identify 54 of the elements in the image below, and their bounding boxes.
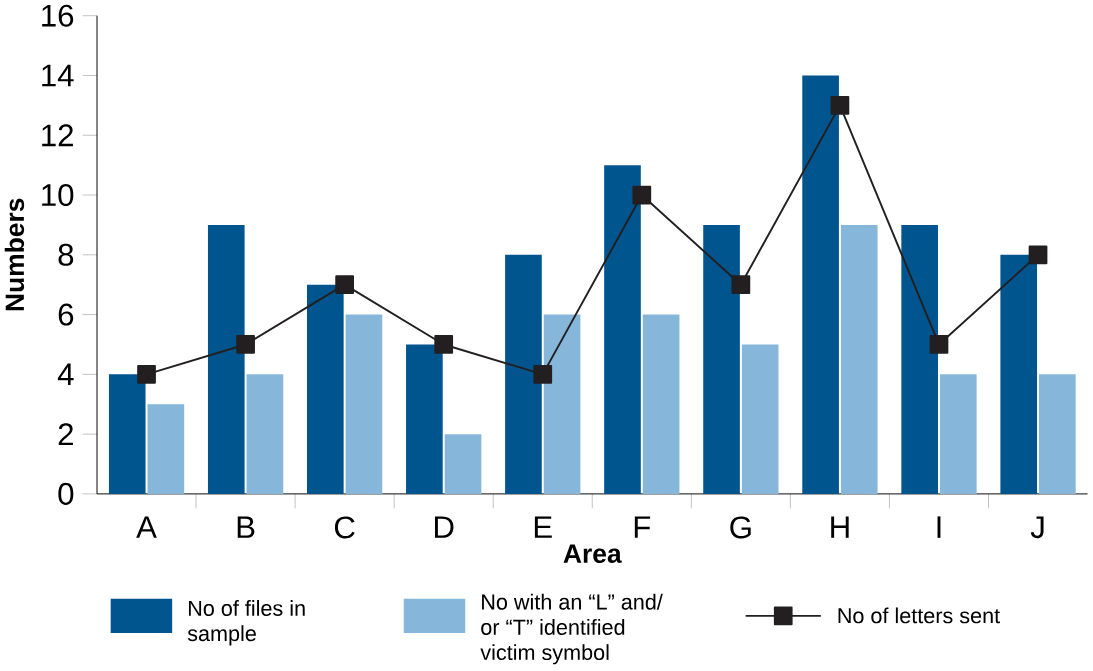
x-tick-label: J	[1030, 516, 1044, 539]
bar	[604, 165, 641, 494]
point	[533, 365, 553, 384]
point	[236, 335, 255, 354]
bar	[108, 374, 146, 494]
x-tick-label: I	[937, 516, 941, 538]
x-tick-label: G	[730, 516, 751, 539]
x-tick-label: B	[237, 516, 255, 538]
point	[335, 275, 355, 295]
y-tick-label: 8	[58, 243, 74, 266]
y-tick-label: 2	[58, 423, 73, 446]
bar	[1000, 254, 1038, 494]
bar	[741, 344, 779, 494]
y-tick-label: 16	[42, 4, 74, 27]
bar	[802, 75, 839, 494]
bar	[703, 224, 740, 494]
y-tick-label: 14	[42, 64, 74, 87]
bar	[246, 374, 284, 494]
point	[830, 96, 850, 115]
bar	[505, 254, 542, 494]
bar	[642, 314, 680, 494]
bar	[207, 224, 245, 494]
bar	[406, 344, 443, 494]
point	[1028, 245, 1048, 265]
y-tick-label: 12	[42, 124, 73, 147]
bar	[543, 314, 581, 494]
x-tick-label: C	[334, 516, 355, 539]
point	[137, 365, 156, 384]
bar	[1039, 374, 1076, 494]
x-tick-label: H	[831, 516, 849, 538]
bar	[147, 404, 185, 494]
y-tick-label: 10	[42, 184, 74, 207]
point	[434, 335, 454, 354]
point	[929, 335, 949, 354]
y-tick-label: 6	[58, 303, 74, 326]
bar	[307, 284, 344, 494]
x-axis-title: Area	[563, 544, 622, 564]
bar	[901, 224, 938, 494]
y-axis-title: Numbers	[4, 198, 25, 311]
point	[632, 185, 652, 205]
legend-label: No with an “L” and/ or “T” identified victim symbol	[480, 593, 663, 665]
x-tick-label: F	[634, 516, 651, 538]
x-tick-label: A	[136, 516, 157, 538]
legend-label: No of letters sent	[838, 607, 1000, 624]
x-tick-label: D	[434, 516, 454, 538]
legend-label: No of files in sample	[187, 600, 305, 646]
y-tick-label: 0	[58, 482, 74, 506]
bar	[939, 374, 977, 494]
point	[731, 275, 751, 295]
bar	[840, 224, 878, 494]
bar	[345, 314, 383, 494]
x-tick-label: E	[534, 516, 552, 538]
y-tick-label: 4	[57, 363, 74, 386]
bar	[444, 434, 482, 494]
